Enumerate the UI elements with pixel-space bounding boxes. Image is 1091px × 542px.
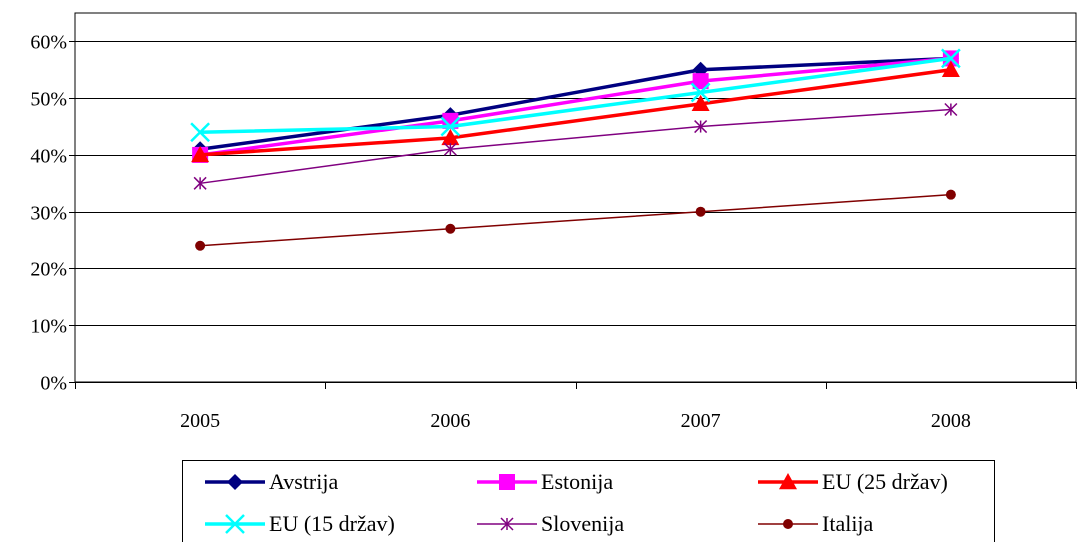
data-point — [440, 116, 461, 137]
legend-swatch-marker — [500, 517, 514, 531]
y-tick-label: 20% — [30, 259, 67, 281]
y-tick-label: 50% — [30, 89, 67, 111]
data-point — [695, 206, 706, 217]
data-point — [190, 122, 211, 143]
legend-label: Estonija — [541, 469, 613, 494]
series-line — [200, 56, 952, 134]
x-tick-label: 2006 — [430, 410, 470, 432]
x-tick-label: 2007 — [681, 410, 721, 432]
data-point — [443, 142, 457, 156]
legend-item: Avstrija — [205, 469, 338, 494]
data-point — [690, 82, 711, 103]
data-point — [944, 102, 958, 117]
series-eu-25-dr-av- — [191, 60, 960, 163]
plot-area-border — [74, 12, 1077, 383]
legend-box — [182, 460, 995, 542]
data-point — [941, 60, 960, 77]
series-line — [199, 56, 952, 157]
legend-swatch-marker — [227, 474, 243, 490]
legend-item: Estonija — [477, 469, 613, 494]
data-point — [945, 189, 956, 200]
gridlines — [74, 12, 1077, 383]
series-line — [199, 56, 951, 151]
legend-label: Slovenija — [541, 511, 624, 536]
data-point — [445, 223, 456, 234]
data-point — [691, 94, 710, 112]
legend-item: Slovenija — [477, 511, 624, 536]
x-tick-label: 2005 — [180, 410, 220, 432]
legend-item: Italija — [758, 511, 874, 536]
y-tick-label: 60% — [30, 32, 67, 54]
legend-swatch-marker — [499, 474, 515, 490]
data-point — [193, 176, 207, 190]
legend-label: Avstrija — [269, 469, 338, 494]
series-line — [200, 193, 951, 247]
legend-label: EU (25 držav) — [822, 469, 948, 494]
series-slovenija — [193, 102, 958, 190]
legend-item: EU (15 držav) — [205, 511, 395, 536]
data-point — [441, 128, 460, 146]
y-tick-label: 0% — [40, 373, 67, 395]
x-tick-label: 2008 — [931, 410, 971, 432]
legend-label: EU (15 držav) — [269, 511, 395, 536]
series-line — [200, 108, 951, 185]
axes: 0% 10% 20% 30% 40% 50% 60% 2005 2006 2007 2008 — [30, 32, 1077, 432]
data-point — [195, 240, 206, 251]
data-point — [692, 73, 709, 90]
series-line — [200, 68, 952, 157]
legend-swatch-marker — [225, 514, 245, 534]
series-eu-15-dr-av- — [190, 48, 961, 143]
legend: Avstrija Estonija EU (25 držav) EU (15 drža… — [182, 460, 995, 542]
y-tick-label: 40% — [30, 146, 67, 168]
y-tick-label: 30% — [30, 203, 67, 225]
data-point — [694, 120, 708, 134]
series-lines — [190, 48, 961, 251]
legend-item: EU (25 držav) — [758, 469, 948, 494]
series-italija — [195, 189, 956, 251]
legend-swatch-marker — [779, 473, 797, 490]
data-point — [940, 48, 961, 69]
data-point — [191, 145, 210, 163]
legend-label: Italija — [822, 511, 874, 536]
legend-swatch-marker — [783, 519, 793, 529]
y-tick-label: 10% — [30, 316, 67, 338]
